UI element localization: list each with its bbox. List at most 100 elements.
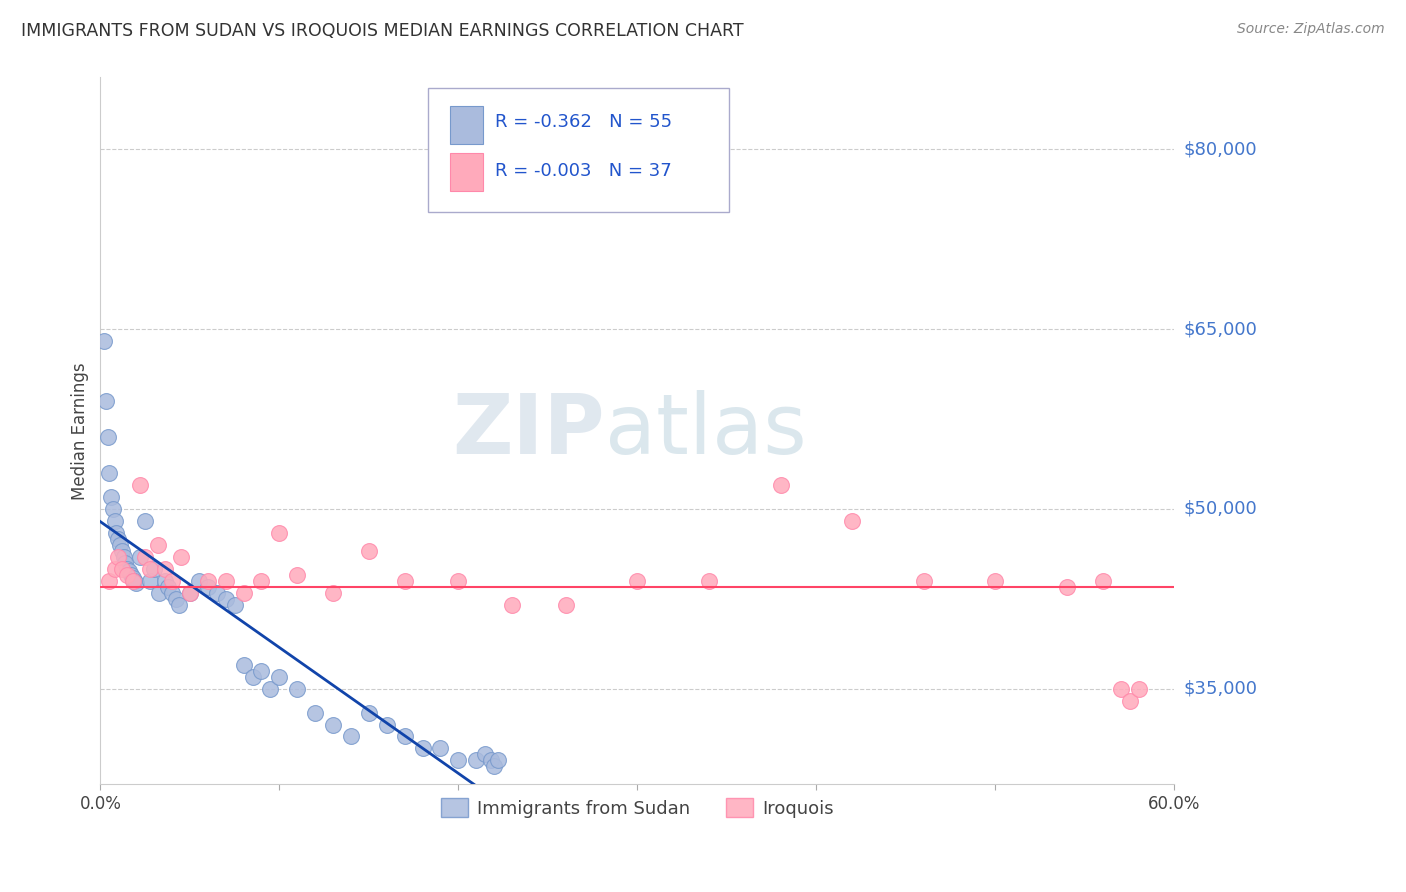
Point xyxy=(479,754,502,768)
Point xyxy=(394,574,416,588)
Point xyxy=(96,430,118,444)
Point xyxy=(501,598,523,612)
Point xyxy=(179,585,201,599)
Point xyxy=(157,580,180,594)
Point xyxy=(105,525,128,540)
Point xyxy=(148,585,170,599)
Point xyxy=(769,478,792,492)
Text: $80,000: $80,000 xyxy=(1184,140,1257,159)
Point xyxy=(269,670,291,684)
Text: $50,000: $50,000 xyxy=(1184,500,1257,518)
Point xyxy=(98,574,121,588)
Point xyxy=(139,574,162,588)
Point xyxy=(984,574,1007,588)
Text: atlas: atlas xyxy=(605,391,807,472)
Point xyxy=(128,478,150,492)
Point xyxy=(134,549,156,564)
Point xyxy=(269,525,291,540)
Point xyxy=(134,514,156,528)
Point xyxy=(104,562,127,576)
Text: $35,000: $35,000 xyxy=(1184,680,1257,698)
Text: R = -0.362   N = 55: R = -0.362 N = 55 xyxy=(495,112,672,131)
Point xyxy=(128,549,150,564)
Point xyxy=(1128,681,1150,696)
Point xyxy=(125,576,148,591)
Text: ZIP: ZIP xyxy=(453,391,605,472)
Point xyxy=(197,580,219,594)
Point xyxy=(94,394,117,409)
Point xyxy=(412,741,434,756)
Point xyxy=(259,681,281,696)
Point xyxy=(304,706,326,720)
Point xyxy=(214,591,236,606)
Point xyxy=(205,585,228,599)
Point xyxy=(322,717,344,731)
Point xyxy=(1091,574,1114,588)
FancyBboxPatch shape xyxy=(427,88,728,211)
Point xyxy=(179,585,201,599)
Point xyxy=(232,585,254,599)
Point xyxy=(167,598,190,612)
Point xyxy=(197,574,219,588)
Point xyxy=(160,574,183,588)
Point xyxy=(394,730,416,744)
Point xyxy=(165,591,187,606)
Point xyxy=(170,549,193,564)
Point xyxy=(447,574,470,588)
Point xyxy=(107,532,129,546)
Point xyxy=(108,538,131,552)
Point xyxy=(357,706,380,720)
Point xyxy=(250,664,273,678)
Point xyxy=(482,759,505,773)
Point xyxy=(153,562,176,576)
Point xyxy=(146,538,169,552)
Point xyxy=(447,754,470,768)
Point xyxy=(120,567,142,582)
Point xyxy=(101,501,124,516)
Point xyxy=(841,514,863,528)
Point xyxy=(118,564,141,578)
Point xyxy=(697,574,720,588)
Legend: Immigrants from Sudan, Iroquois: Immigrants from Sudan, Iroquois xyxy=(433,791,841,825)
Point xyxy=(100,490,122,504)
Point xyxy=(224,598,246,612)
Point xyxy=(111,543,134,558)
Point xyxy=(124,574,146,588)
Point xyxy=(112,549,135,564)
Point xyxy=(1109,681,1132,696)
Point xyxy=(375,717,398,731)
Point xyxy=(121,574,143,588)
Point xyxy=(1118,693,1140,707)
Point xyxy=(486,754,509,768)
Text: $65,000: $65,000 xyxy=(1184,320,1257,338)
Point xyxy=(107,549,129,564)
Point xyxy=(465,754,488,768)
Point xyxy=(187,574,209,588)
Point xyxy=(357,543,380,558)
Point xyxy=(1056,580,1078,594)
Text: Source: ZipAtlas.com: Source: ZipAtlas.com xyxy=(1237,22,1385,37)
Point xyxy=(139,562,162,576)
Text: R = -0.003   N = 37: R = -0.003 N = 37 xyxy=(495,162,671,180)
Point xyxy=(285,567,308,582)
Point xyxy=(121,571,143,585)
Point xyxy=(143,562,166,576)
Point xyxy=(340,730,363,744)
Point xyxy=(250,574,273,588)
Y-axis label: Median Earnings: Median Earnings xyxy=(72,362,89,500)
Point xyxy=(93,334,115,348)
Point xyxy=(104,514,127,528)
Point xyxy=(554,598,576,612)
Point xyxy=(322,585,344,599)
FancyBboxPatch shape xyxy=(450,106,482,144)
Point xyxy=(98,466,121,480)
Point xyxy=(242,670,264,684)
Text: IMMIGRANTS FROM SUDAN VS IROQUOIS MEDIAN EARNINGS CORRELATION CHART: IMMIGRANTS FROM SUDAN VS IROQUOIS MEDIAN… xyxy=(21,22,744,40)
Point xyxy=(285,681,308,696)
Point xyxy=(912,574,935,588)
Point xyxy=(111,562,134,576)
Point xyxy=(153,574,176,588)
Point xyxy=(214,574,236,588)
Point xyxy=(114,556,136,570)
Point xyxy=(115,567,138,582)
